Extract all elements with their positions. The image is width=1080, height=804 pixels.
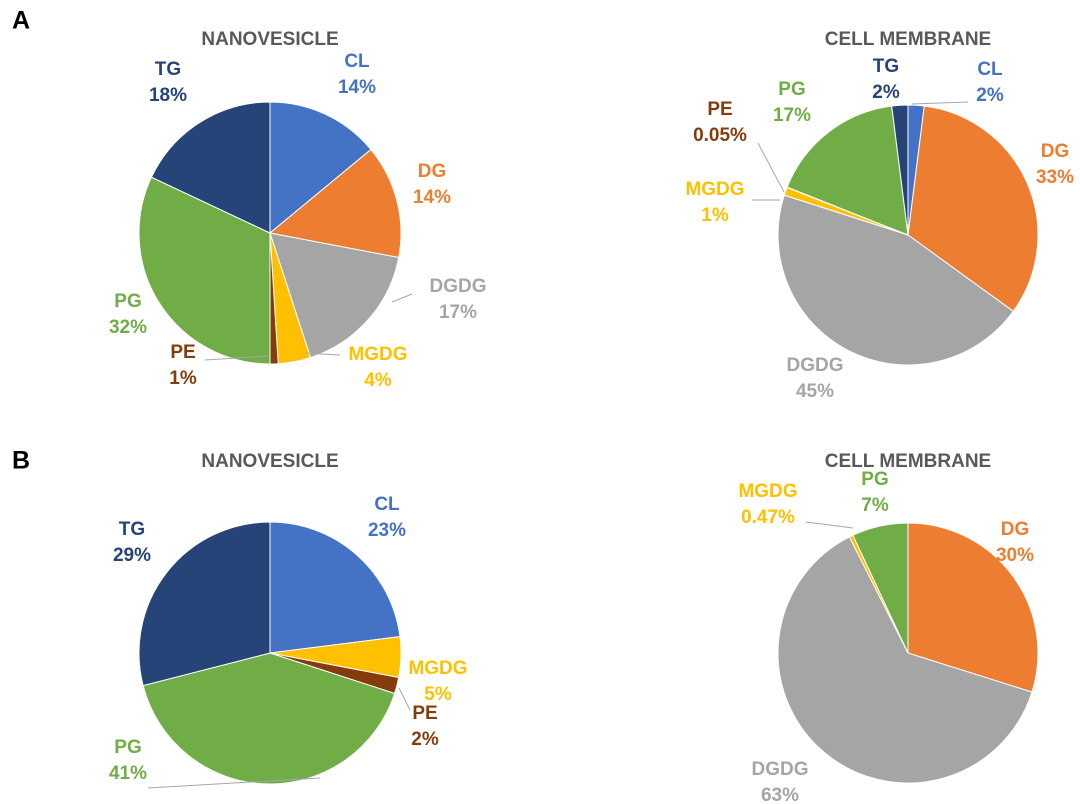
pie-slice xyxy=(907,105,1039,312)
value-label: 2% xyxy=(872,82,900,103)
leader-line xyxy=(911,101,969,105)
value-label: 41% xyxy=(109,763,147,784)
value-label: 63% xyxy=(761,785,799,804)
pie-slice xyxy=(269,101,372,235)
value-label: 0.47% xyxy=(741,507,795,528)
slice-label: MGDG xyxy=(685,179,744,200)
leader-line xyxy=(398,687,411,711)
pie-slice xyxy=(268,148,402,259)
value-label: 17% xyxy=(773,105,811,126)
slice-label: DG xyxy=(418,161,447,182)
slice-label: DG xyxy=(1041,141,1070,162)
leader-line xyxy=(304,352,341,356)
slice-label: PE xyxy=(707,99,732,120)
value-label: 32% xyxy=(109,317,147,338)
leader-line xyxy=(757,142,785,193)
value-label: 4% xyxy=(364,370,392,391)
slice-label: PG xyxy=(114,737,141,758)
slice-label: MGDG xyxy=(348,344,407,365)
slice-label: PE xyxy=(412,703,437,724)
slice-label: DGDG xyxy=(787,355,844,376)
value-label: 30% xyxy=(996,545,1034,566)
pie-slice xyxy=(142,652,396,785)
slice-label: MGDG xyxy=(408,658,467,679)
pie-slice xyxy=(138,176,271,365)
leader-line xyxy=(391,293,413,303)
chart-title: NANOVESICLE xyxy=(201,451,338,472)
pie-slice xyxy=(150,101,271,234)
pie-slice xyxy=(852,522,909,654)
leader-line xyxy=(147,777,321,789)
slice-label: TG xyxy=(873,56,899,77)
slice-label: PG xyxy=(861,469,888,490)
value-label: 1% xyxy=(169,368,197,389)
slice-label: PG xyxy=(778,79,805,100)
slice-label: DG xyxy=(1001,519,1030,540)
slice-label: TG xyxy=(155,59,181,80)
slice-label: CL xyxy=(374,494,400,515)
slice-label: TG xyxy=(119,519,145,540)
pie-slice xyxy=(907,522,1039,693)
pie-slice xyxy=(786,105,909,236)
leader-line xyxy=(204,355,269,361)
value-label: 1% xyxy=(701,205,729,226)
pie-slice xyxy=(777,536,1033,784)
value-label: 7% xyxy=(861,495,889,516)
pie-slice xyxy=(777,194,1014,366)
panel-label: B xyxy=(12,447,30,475)
value-label: 23% xyxy=(368,520,406,541)
slice-label: DGDG xyxy=(430,276,487,297)
value-label: 29% xyxy=(113,545,151,566)
value-label: 14% xyxy=(413,187,451,208)
slice-label: PE xyxy=(170,342,195,363)
chart-title: CELL MEMBRANE xyxy=(825,29,991,50)
chart-title: CELL MEMBRANE xyxy=(825,451,991,472)
value-label: 33% xyxy=(1036,167,1074,188)
value-label: 18% xyxy=(149,85,187,106)
value-label: 2% xyxy=(976,85,1004,106)
value-label: 5% xyxy=(424,684,452,705)
slice-label: DGDG xyxy=(752,759,809,780)
value-label: 45% xyxy=(796,381,834,402)
value-label: 14% xyxy=(338,77,376,98)
slice-label: MGDG xyxy=(738,481,797,502)
chart-title: NANOVESICLE xyxy=(201,29,338,50)
value-label: 2% xyxy=(411,729,439,750)
slice-label: PG xyxy=(114,291,141,312)
pie-slice xyxy=(269,521,401,654)
leader-line xyxy=(805,521,854,529)
pie-slice xyxy=(891,104,909,236)
slice-label: CL xyxy=(977,59,1003,80)
slice-label: CL xyxy=(344,51,370,72)
pie-slice xyxy=(138,521,271,687)
panel-label: A xyxy=(12,7,30,35)
value-label: 0.05% xyxy=(693,125,747,146)
value-label: 17% xyxy=(439,302,477,323)
